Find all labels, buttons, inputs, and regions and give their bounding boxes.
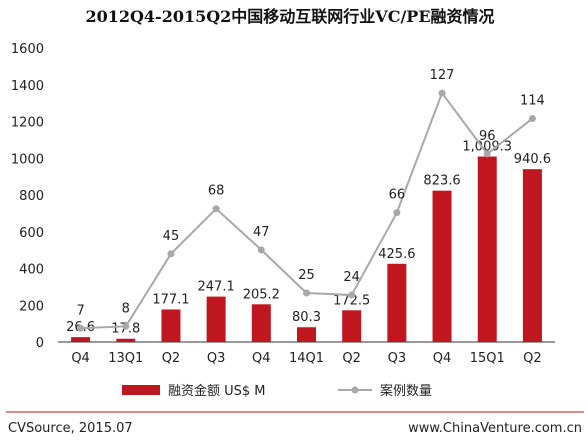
- x-tick-label: Q4: [252, 351, 271, 366]
- legend-marker-line: [351, 386, 359, 394]
- line-point: [167, 250, 175, 258]
- y-tick-label: 1400: [11, 79, 44, 94]
- line-data-label: 66: [389, 188, 406, 203]
- x-tick-label: Q3: [388, 351, 407, 366]
- line-point: [303, 289, 310, 297]
- legend: 融资金额 US$ M 案例数量: [122, 383, 432, 399]
- x-tick-label: Q4: [433, 351, 452, 366]
- x-tick-label: 15Q1: [470, 351, 505, 366]
- line-data-label: 127: [430, 68, 455, 83]
- bar-data-labels: 26.617.8177.1247.1205.280.3172.5425.6823…: [66, 140, 551, 337]
- legend-label-line: 案例数量: [380, 384, 432, 399]
- line-data-label: 24: [343, 270, 360, 285]
- line-point: [348, 291, 356, 299]
- line-point: [122, 322, 130, 330]
- bar-data-label: 177.1: [152, 292, 189, 307]
- bar: [251, 304, 271, 342]
- line-point: [393, 209, 401, 217]
- x-tick-label: 13Q1: [108, 351, 143, 366]
- line-data-label: 25: [298, 268, 315, 283]
- line-data-label: 8: [122, 301, 130, 316]
- footer-website: www.ChinaVenture.com.cn: [408, 421, 582, 436]
- bar: [477, 156, 497, 342]
- bar-data-label: 425.6: [378, 247, 415, 262]
- y-tick-label: 0: [36, 336, 44, 351]
- legend-label-bar: 融资金额 US$ M: [168, 383, 266, 399]
- bar: [432, 190, 452, 342]
- bar: [522, 169, 542, 342]
- y-tick-label: 400: [19, 263, 44, 278]
- line-point: [257, 246, 265, 254]
- x-axis-ticks: Q4 13Q1 Q2 Q3 Q4 14Q1 Q2 Q3 Q4 15Q1 Q2: [71, 351, 541, 366]
- y-tick-label: 200: [19, 299, 44, 314]
- x-tick-label: Q4: [71, 351, 90, 366]
- line-data-label: 68: [208, 184, 225, 199]
- line-point: [77, 324, 85, 332]
- legend-swatch-bar: [122, 385, 160, 395]
- bar: [71, 337, 91, 342]
- line-data-label: 45: [163, 229, 180, 244]
- x-tick-label: Q2: [342, 351, 361, 366]
- bar-data-label: 80.3: [292, 310, 321, 325]
- x-tick-label: Q2: [523, 351, 542, 366]
- x-tick-label: Q2: [162, 351, 181, 366]
- bar: [387, 263, 407, 342]
- line-point: [212, 205, 220, 213]
- bar: [116, 338, 136, 342]
- bar-data-label: 823.6: [423, 174, 460, 189]
- y-tick-label: 1600: [11, 42, 44, 57]
- bar: [161, 309, 181, 342]
- y-tick-label: 600: [19, 226, 44, 241]
- bar: [342, 310, 362, 342]
- y-axis-ticks: 0 200 400 600 800 1000 1200 1400 1600: [11, 42, 44, 351]
- line-series: [77, 89, 536, 332]
- bar-data-label: 247.1: [198, 280, 235, 295]
- y-tick-label: 1200: [11, 116, 44, 131]
- y-tick-label: 1000: [11, 152, 44, 167]
- bar: [206, 296, 226, 342]
- line-data-labels: 7 8 45 68 47 25 24 66 127 96 114: [76, 68, 544, 318]
- line-data-label: 47: [253, 225, 270, 240]
- line-data-label: 96: [479, 129, 496, 144]
- line-point: [483, 150, 491, 158]
- chart-title: 2012Q4-2015Q2中国移动互联网行业VC/PE融资情况: [85, 7, 494, 26]
- bar: [297, 327, 316, 342]
- bar-series: [71, 156, 542, 342]
- y-tick-label: 800: [19, 189, 44, 204]
- line-point: [528, 115, 536, 123]
- bar-data-label: 172.5: [333, 293, 370, 308]
- line-point: [438, 89, 446, 97]
- x-tick-label: 14Q1: [289, 351, 324, 366]
- line-data-label: 7: [76, 303, 84, 318]
- footer-source: CVSource, 2015.07: [8, 421, 133, 436]
- x-tick-label: Q3: [207, 351, 226, 366]
- bar-data-label: 940.6: [514, 152, 551, 167]
- bar-data-label: 205.2: [243, 287, 280, 302]
- line-data-label: 114: [520, 94, 545, 109]
